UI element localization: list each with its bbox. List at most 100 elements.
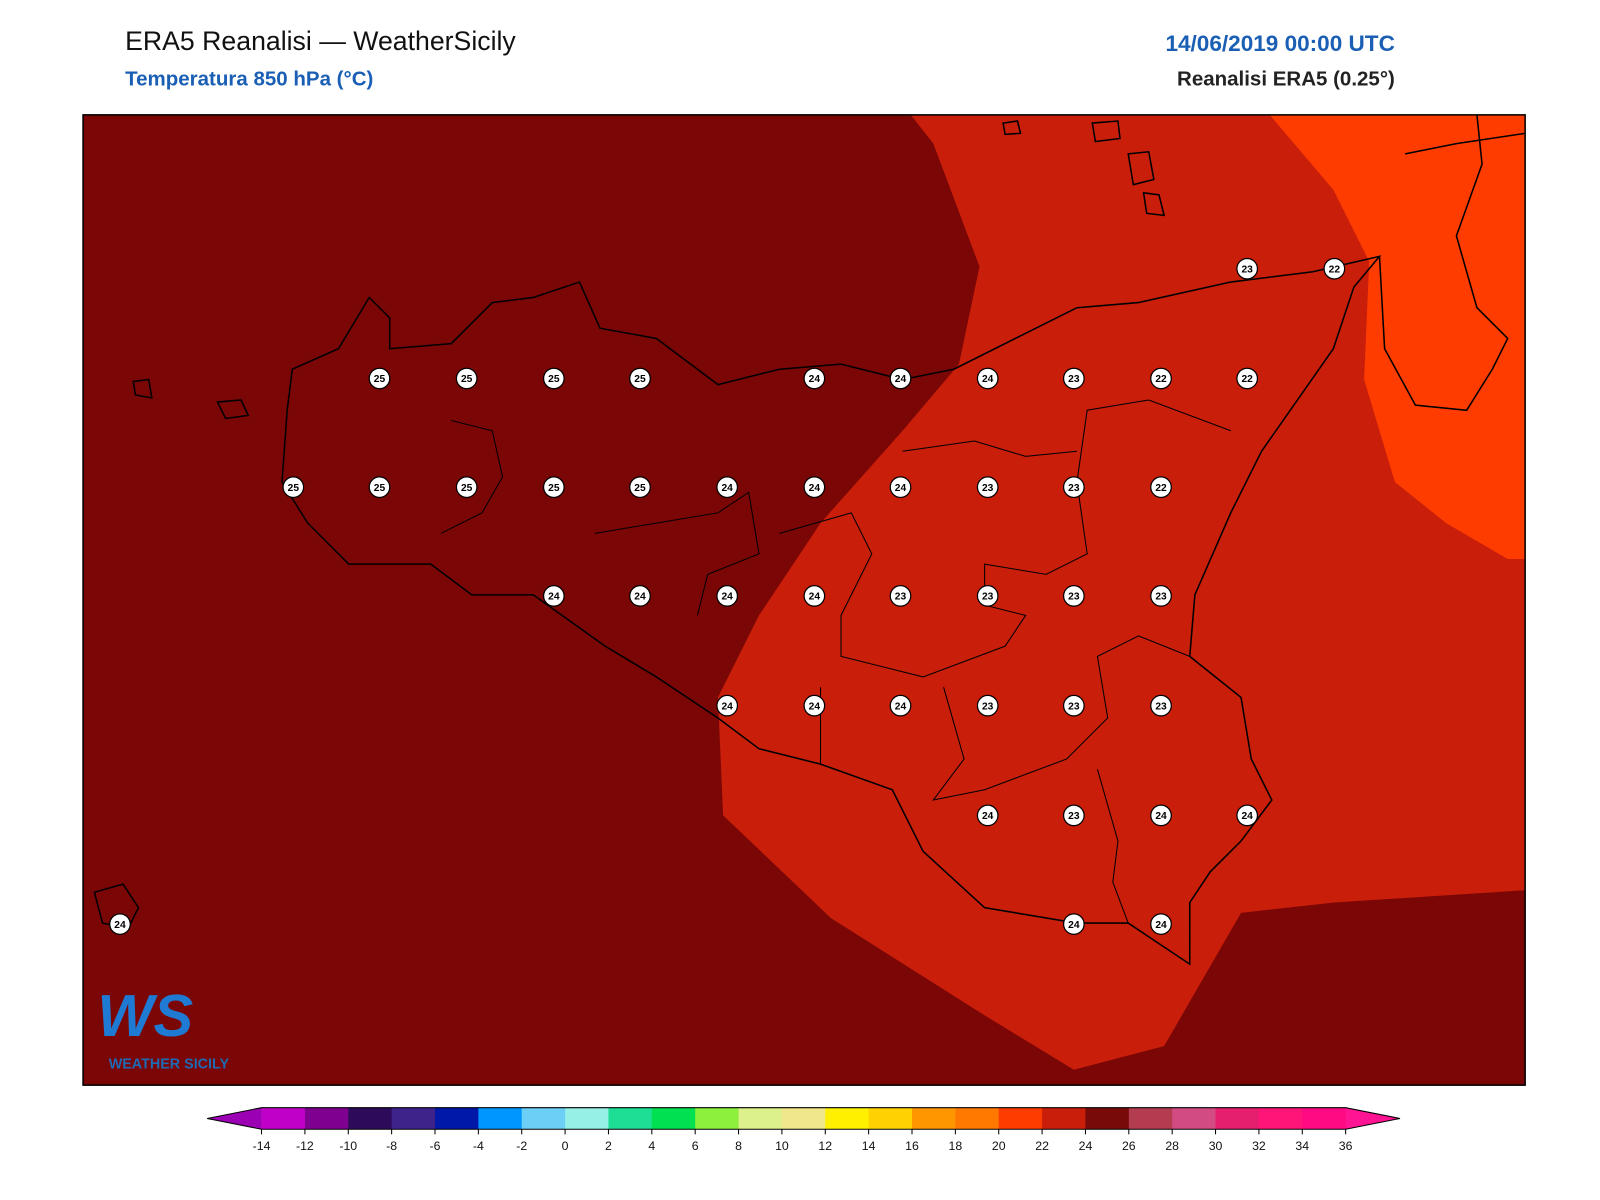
point-marker	[889, 367, 912, 390]
point-value: 24	[721, 701, 733, 712]
colorbar-tick-label: 8	[735, 1139, 742, 1153]
point-value: 23	[1068, 592, 1080, 603]
logo: WS WEATHER SICILY	[97, 982, 229, 1072]
point-marker	[803, 476, 826, 499]
colorbar-tick-label: 24	[1079, 1139, 1093, 1153]
colorbar-tick-label: 10	[775, 1139, 789, 1153]
point-value: 23	[1068, 483, 1080, 494]
colorbar-tick-label: 6	[692, 1139, 699, 1153]
field-22-24	[717, 114, 1526, 1070]
subtitle: Temperatura 850 hPa (°C)	[125, 67, 373, 90]
colorbar-segment	[1172, 1107, 1217, 1130]
logo-name: WEATHER SICILY	[109, 1056, 230, 1072]
colorbar-tick-label: -6	[430, 1139, 441, 1153]
point-marker	[716, 585, 739, 607]
coastline	[93, 114, 1526, 966]
colorbar-segment	[738, 1107, 783, 1130]
point-value: 24	[721, 483, 733, 494]
colorbar-segment	[261, 1107, 306, 1130]
point-value: 25	[634, 374, 646, 385]
colorbar-tick-label: 28	[1165, 1139, 1179, 1153]
colorbar-tick-label: -14	[253, 1139, 271, 1153]
point-marker	[976, 694, 999, 717]
point-value: 24	[548, 592, 560, 603]
point-marker	[629, 476, 651, 499]
point-value: 24	[895, 483, 907, 494]
point-marker	[455, 367, 478, 390]
colorbar-segment	[434, 1107, 479, 1130]
point-value: 25	[374, 374, 386, 385]
map-frame	[82, 114, 1526, 1086]
point-marker	[282, 476, 305, 499]
point-marker	[109, 913, 131, 935]
point-value: 24	[114, 920, 126, 931]
point-marker	[1062, 367, 1085, 390]
source: Reanalisi ERA5 (0.25°)	[1177, 67, 1395, 90]
point-value: 24	[982, 811, 994, 822]
point-value: 24	[1068, 920, 1080, 931]
point-marker	[542, 367, 565, 390]
field-20-22	[1269, 114, 1526, 559]
colorbar-tick-label: -4	[473, 1139, 484, 1153]
point-value: 24	[634, 592, 646, 603]
point-value: 23	[982, 701, 994, 712]
colorbar-segment	[478, 1107, 523, 1130]
colorbar-tick-label: 26	[1122, 1139, 1136, 1153]
point-marker	[1323, 257, 1346, 280]
colorbar-segment	[304, 1107, 349, 1130]
point-marker	[803, 585, 826, 607]
point-marker	[803, 694, 826, 717]
point-marker	[1062, 804, 1085, 827]
point-marker	[889, 694, 912, 717]
colorbar-segment	[912, 1107, 956, 1130]
point-value: 23	[1068, 701, 1080, 712]
colorbar-tick-label: 0	[562, 1139, 569, 1153]
point-marker	[716, 694, 739, 717]
colorbar-segment	[1085, 1107, 1130, 1130]
point-value: 22	[1155, 483, 1167, 494]
point-marker	[1150, 694, 1172, 717]
point-marker	[368, 367, 391, 390]
colorbar-tick-label: -2	[516, 1139, 527, 1153]
point-marker	[1150, 476, 1172, 499]
point-marker	[803, 367, 826, 390]
colorbar-segment	[1128, 1107, 1173, 1130]
date: 14/06/2019 00:00 UTC	[1165, 31, 1394, 56]
colorbar-segment	[1042, 1107, 1086, 1130]
point-value: 23	[1155, 592, 1167, 603]
colorbar-segment	[608, 1107, 653, 1130]
point-marker	[889, 476, 912, 499]
point-marker	[716, 476, 739, 499]
colorbar-segment	[998, 1107, 1043, 1130]
point-marker	[455, 476, 478, 499]
colorbar-segment	[348, 1107, 393, 1130]
point-marker	[1150, 367, 1172, 390]
point-marker	[629, 585, 651, 607]
colorbar-tick-label: 18	[949, 1139, 963, 1153]
colorbar-tick-label: 4	[648, 1139, 655, 1153]
point-value: 23	[982, 483, 994, 494]
point-marker	[1062, 585, 1085, 607]
logo-mark: WS	[97, 982, 193, 1049]
point-marker	[1236, 804, 1259, 827]
colorbar-segment	[695, 1107, 740, 1130]
point-value: 24	[1155, 920, 1167, 931]
title: ERA5 Reanalisi — WeatherSicily	[125, 26, 516, 56]
point-value: 24	[1241, 811, 1253, 822]
point-marker	[1062, 913, 1085, 935]
colorbar-segment	[391, 1107, 436, 1130]
colorbar-segment	[1215, 1107, 1260, 1130]
point-marker	[1150, 804, 1172, 827]
point-marker	[976, 367, 999, 390]
point-value: 23	[895, 592, 907, 603]
point-value: 25	[634, 483, 646, 494]
point-value: 25	[461, 374, 473, 385]
point-marker	[1062, 476, 1085, 499]
point-value: 24	[1155, 811, 1167, 822]
point-value: 23	[1068, 374, 1080, 385]
point-value: 24	[982, 374, 994, 385]
point-marker	[976, 476, 999, 499]
point-value: 24	[895, 701, 907, 712]
point-marker	[976, 804, 999, 827]
